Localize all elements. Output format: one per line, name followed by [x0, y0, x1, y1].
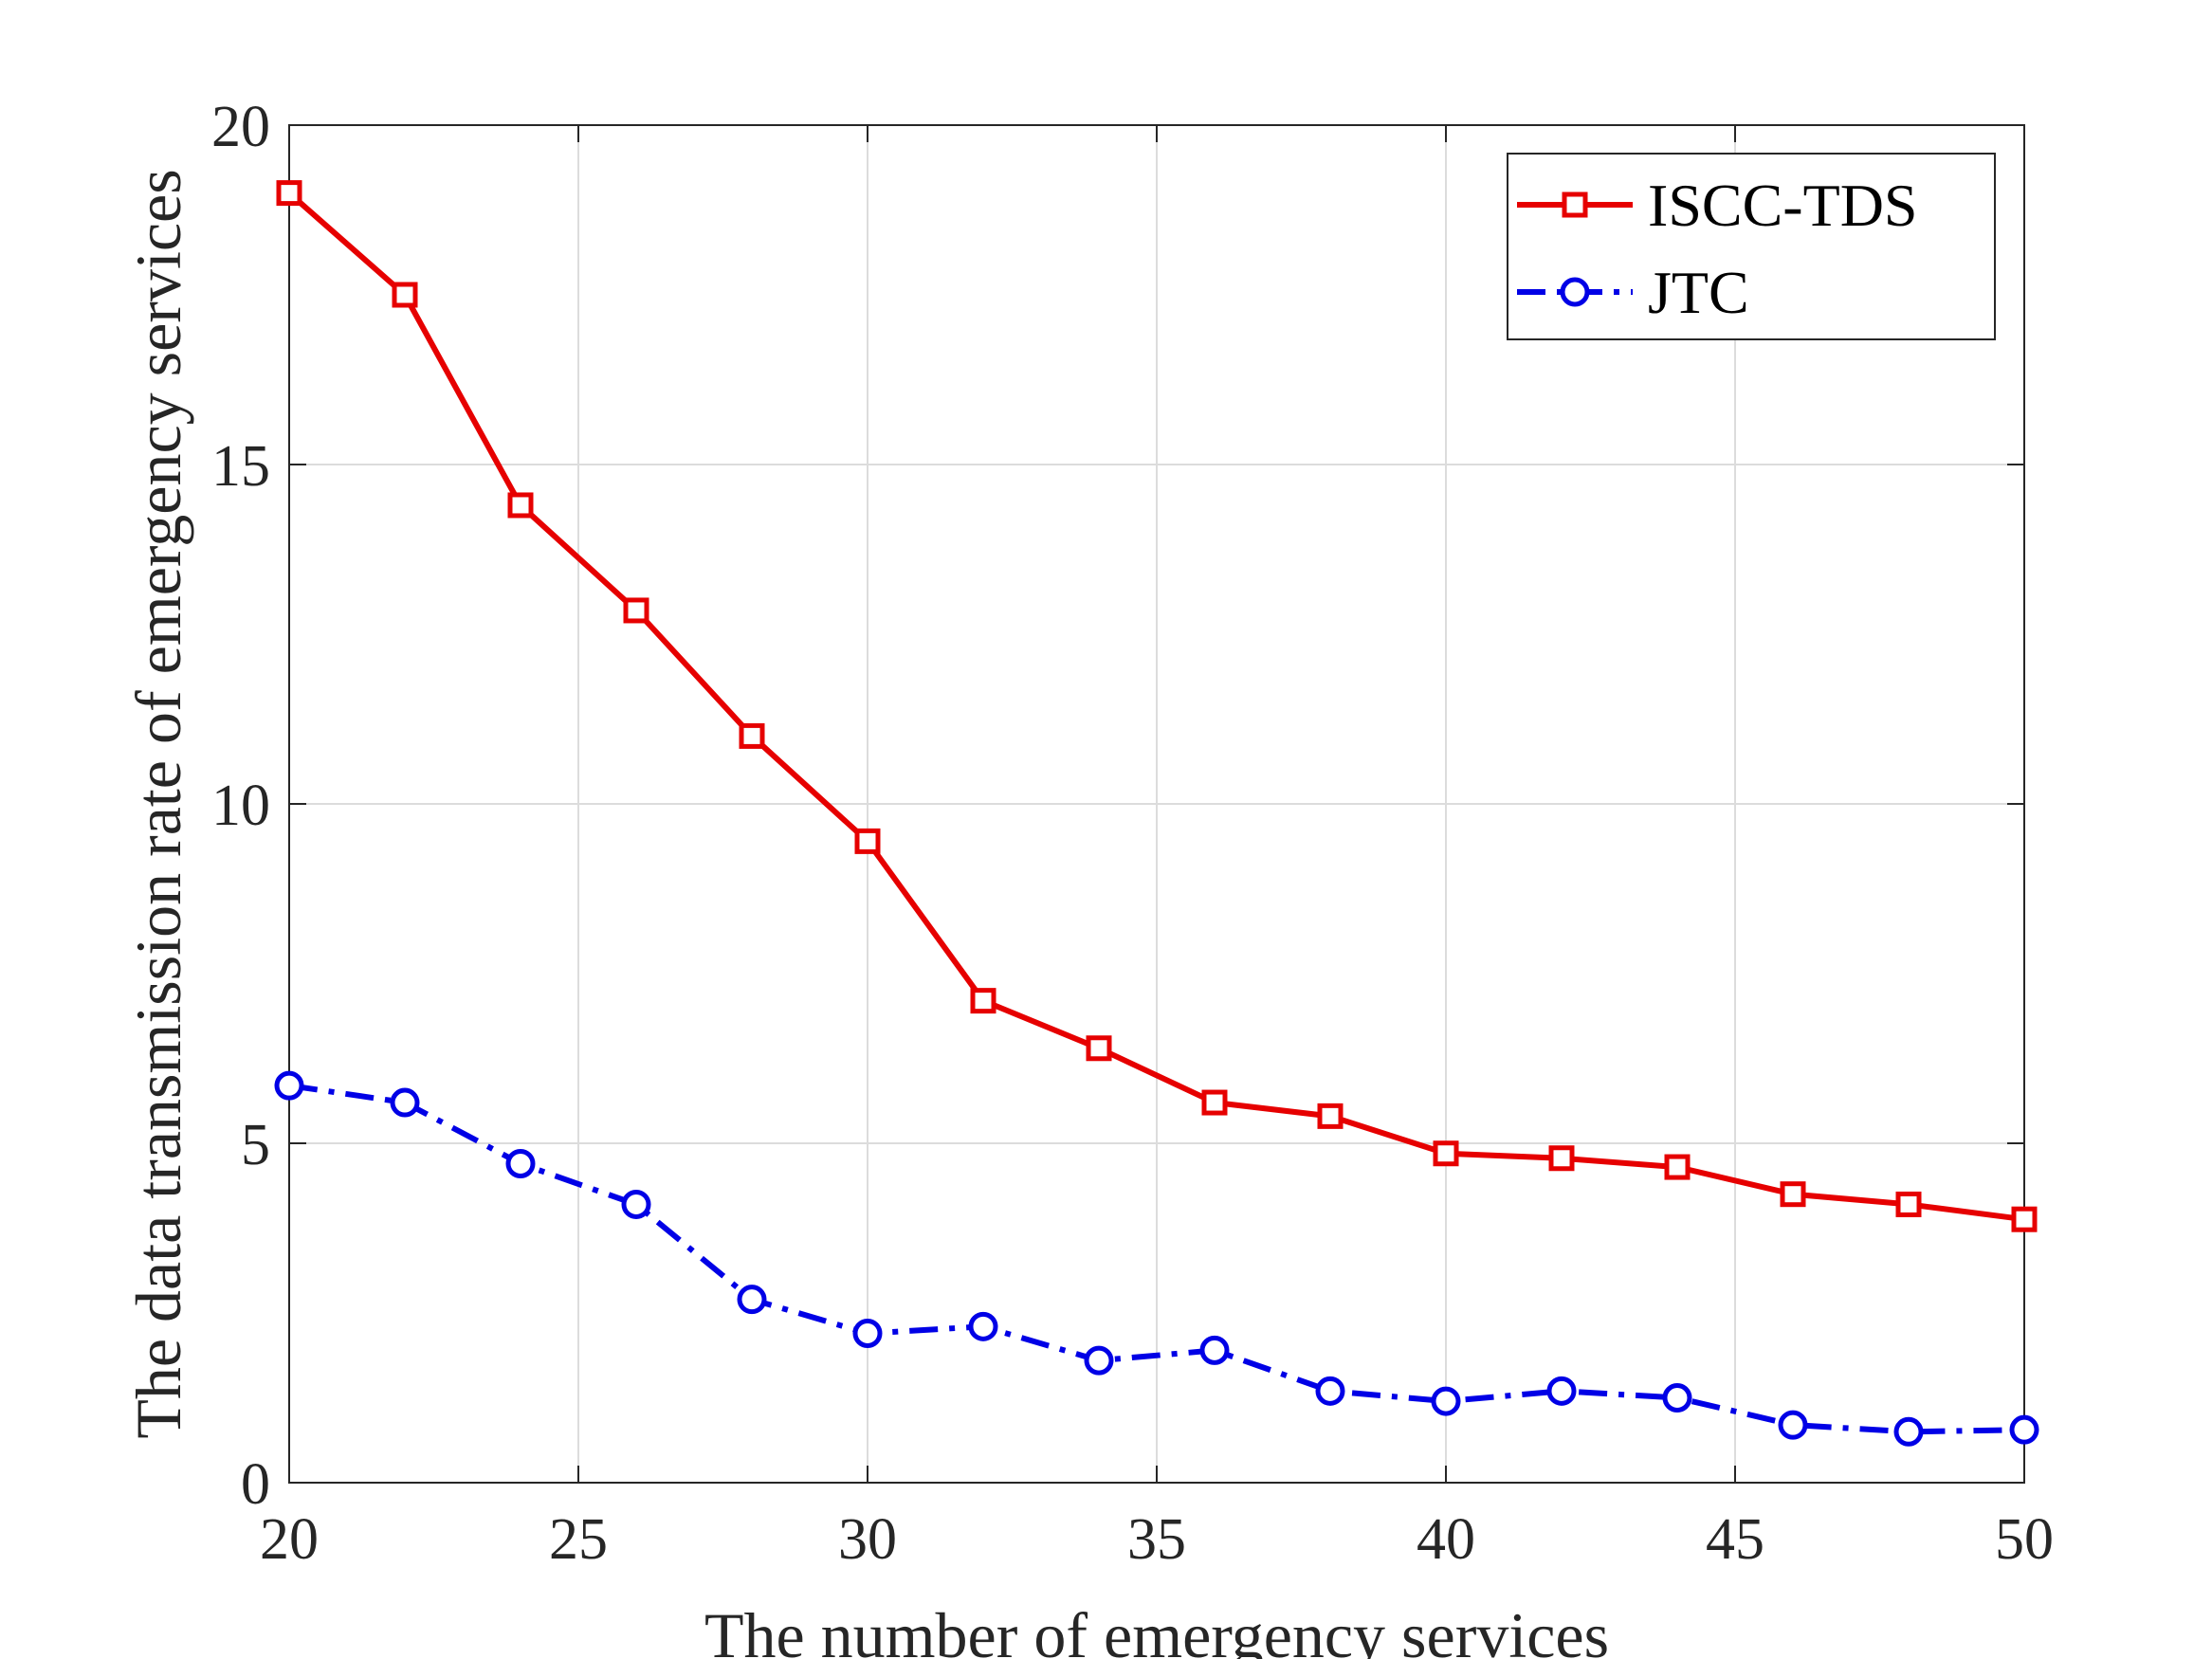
y-tick-labels: 0 5 10 15 20	[211, 95, 270, 1517]
data-point-iscc-tds	[392, 282, 418, 308]
series-line-jtc	[288, 1083, 2025, 1435]
plot-frame	[288, 124, 2025, 1484]
series-iscc-tds	[276, 180, 2038, 1232]
data-point-jtc	[1546, 1376, 1577, 1406]
data-point-jtc	[737, 1285, 767, 1315]
x-tick-label: 45	[1706, 1507, 1764, 1572]
data-point-iscc-tds	[1664, 1154, 1691, 1180]
data-point-jtc	[274, 1070, 304, 1101]
data-point-iscc-tds	[970, 988, 996, 1014]
legend-box	[1507, 153, 1996, 340]
y-tick-label: 0	[241, 1452, 270, 1517]
data-point-jtc	[1315, 1376, 1345, 1406]
series-layer	[274, 180, 2039, 1447]
x-tick-label: 50	[1995, 1507, 2054, 1572]
data-point-jtc	[1662, 1383, 1692, 1413]
x-tick-labels: 20 25 30 35 40 45 50	[260, 1507, 2054, 1572]
series-line-iscc-tds	[287, 191, 2025, 1223]
y-tick-label: 5	[241, 1113, 270, 1177]
legend-entry-iscc-tds: ISCC-TDS	[1517, 172, 1918, 239]
data-point-iscc-tds	[739, 722, 765, 749]
y-tick-label: 10	[211, 774, 270, 838]
x-axis-title: The number of emergency services	[704, 1599, 1609, 1659]
data-point-jtc	[1778, 1410, 1808, 1440]
data-point-iscc-tds	[1780, 1181, 1806, 1208]
data-point-jtc	[621, 1189, 651, 1219]
series-jtc	[274, 1070, 2039, 1447]
data-point-jtc	[1431, 1386, 1461, 1416]
data-point-iscc-tds	[276, 180, 302, 207]
x-tick-label: 40	[1417, 1507, 1475, 1572]
data-point-iscc-tds	[1317, 1103, 1344, 1129]
x-tick-label: 35	[1127, 1507, 1186, 1572]
data-point-jtc	[1893, 1416, 1924, 1447]
legend-marker	[1562, 191, 1588, 218]
data-point-jtc	[852, 1318, 883, 1348]
data-point-iscc-tds	[854, 828, 881, 854]
data-point-jtc	[505, 1148, 536, 1178]
data-point-iscc-tds	[1201, 1089, 1228, 1116]
x-tick-label: 25	[549, 1507, 608, 1572]
data-point-jtc	[1199, 1335, 1230, 1365]
legend-entry-jtc: JTC	[1517, 259, 1749, 326]
x-tick-label: 20	[260, 1507, 319, 1572]
y-tick-label: 15	[211, 434, 270, 499]
y-tick-label: 20	[211, 95, 270, 159]
data-point-jtc	[968, 1311, 998, 1341]
legend-label: JTC	[1648, 259, 1749, 326]
y-axis-title: The data transmission rate of emergency …	[122, 169, 194, 1438]
x-tick-label: 30	[838, 1507, 897, 1572]
legend-entries: ISCC-TDS JTC	[1517, 172, 1918, 326]
data-point-iscc-tds	[1548, 1145, 1575, 1172]
data-point-iscc-tds	[507, 492, 534, 519]
data-point-jtc	[2009, 1414, 2039, 1445]
data-point-iscc-tds	[1895, 1191, 1922, 1217]
data-point-iscc-tds	[623, 597, 649, 624]
legend-label: ISCC-TDS	[1648, 172, 1918, 239]
data-point-iscc-tds	[2011, 1206, 2038, 1232]
legend-marker	[1560, 277, 1590, 307]
data-point-jtc	[1084, 1345, 1114, 1376]
legend: ISCC-TDS JTC	[1507, 153, 1996, 340]
data-point-iscc-tds	[1086, 1035, 1112, 1062]
data-point-iscc-tds	[1433, 1140, 1459, 1167]
grid	[289, 125, 2024, 1483]
data-point-jtc	[390, 1087, 420, 1118]
